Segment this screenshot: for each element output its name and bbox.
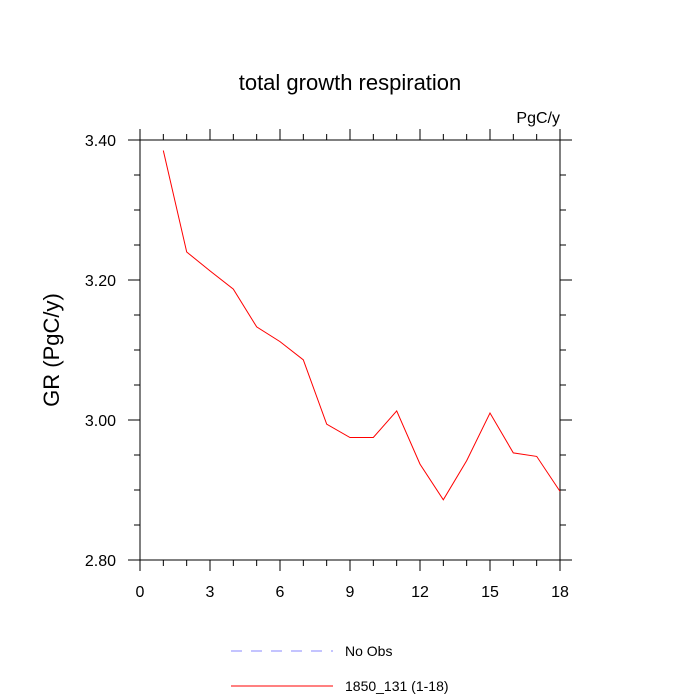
x-tick-label: 9 [346,584,355,601]
x-tick-label: 3 [206,584,215,601]
y-tick-label: 3.20 [85,273,116,290]
series-layer [162,150,561,501]
x-axis: 0 3 6 9 12 15 18 [136,129,569,601]
legend-label: 1850_131 (1-18) [345,678,449,694]
legend-label: No Obs [345,643,392,659]
chart-title: total growth respiration [239,70,462,95]
series-line [162,150,561,501]
units-label: PgC/y [516,110,560,127]
y-tick-label: 2.80 [85,553,116,570]
y-tick-label: 3.40 [85,133,116,150]
x-tick-label: 12 [411,584,429,601]
x-tick-label: 6 [276,584,285,601]
y-tick-label: 3.00 [85,413,116,430]
legend: No Obs 1850_131 (1-18) [231,643,449,694]
x-tick-label: 18 [551,584,569,601]
x-tick-label: 15 [481,584,499,601]
y-axis: 2.80 3.00 3.20 3.40 [85,133,572,570]
y-axis-label: GR (PgC/y) [39,293,64,407]
plot-frame [139,139,561,561]
x-tick-label: 0 [136,584,145,601]
